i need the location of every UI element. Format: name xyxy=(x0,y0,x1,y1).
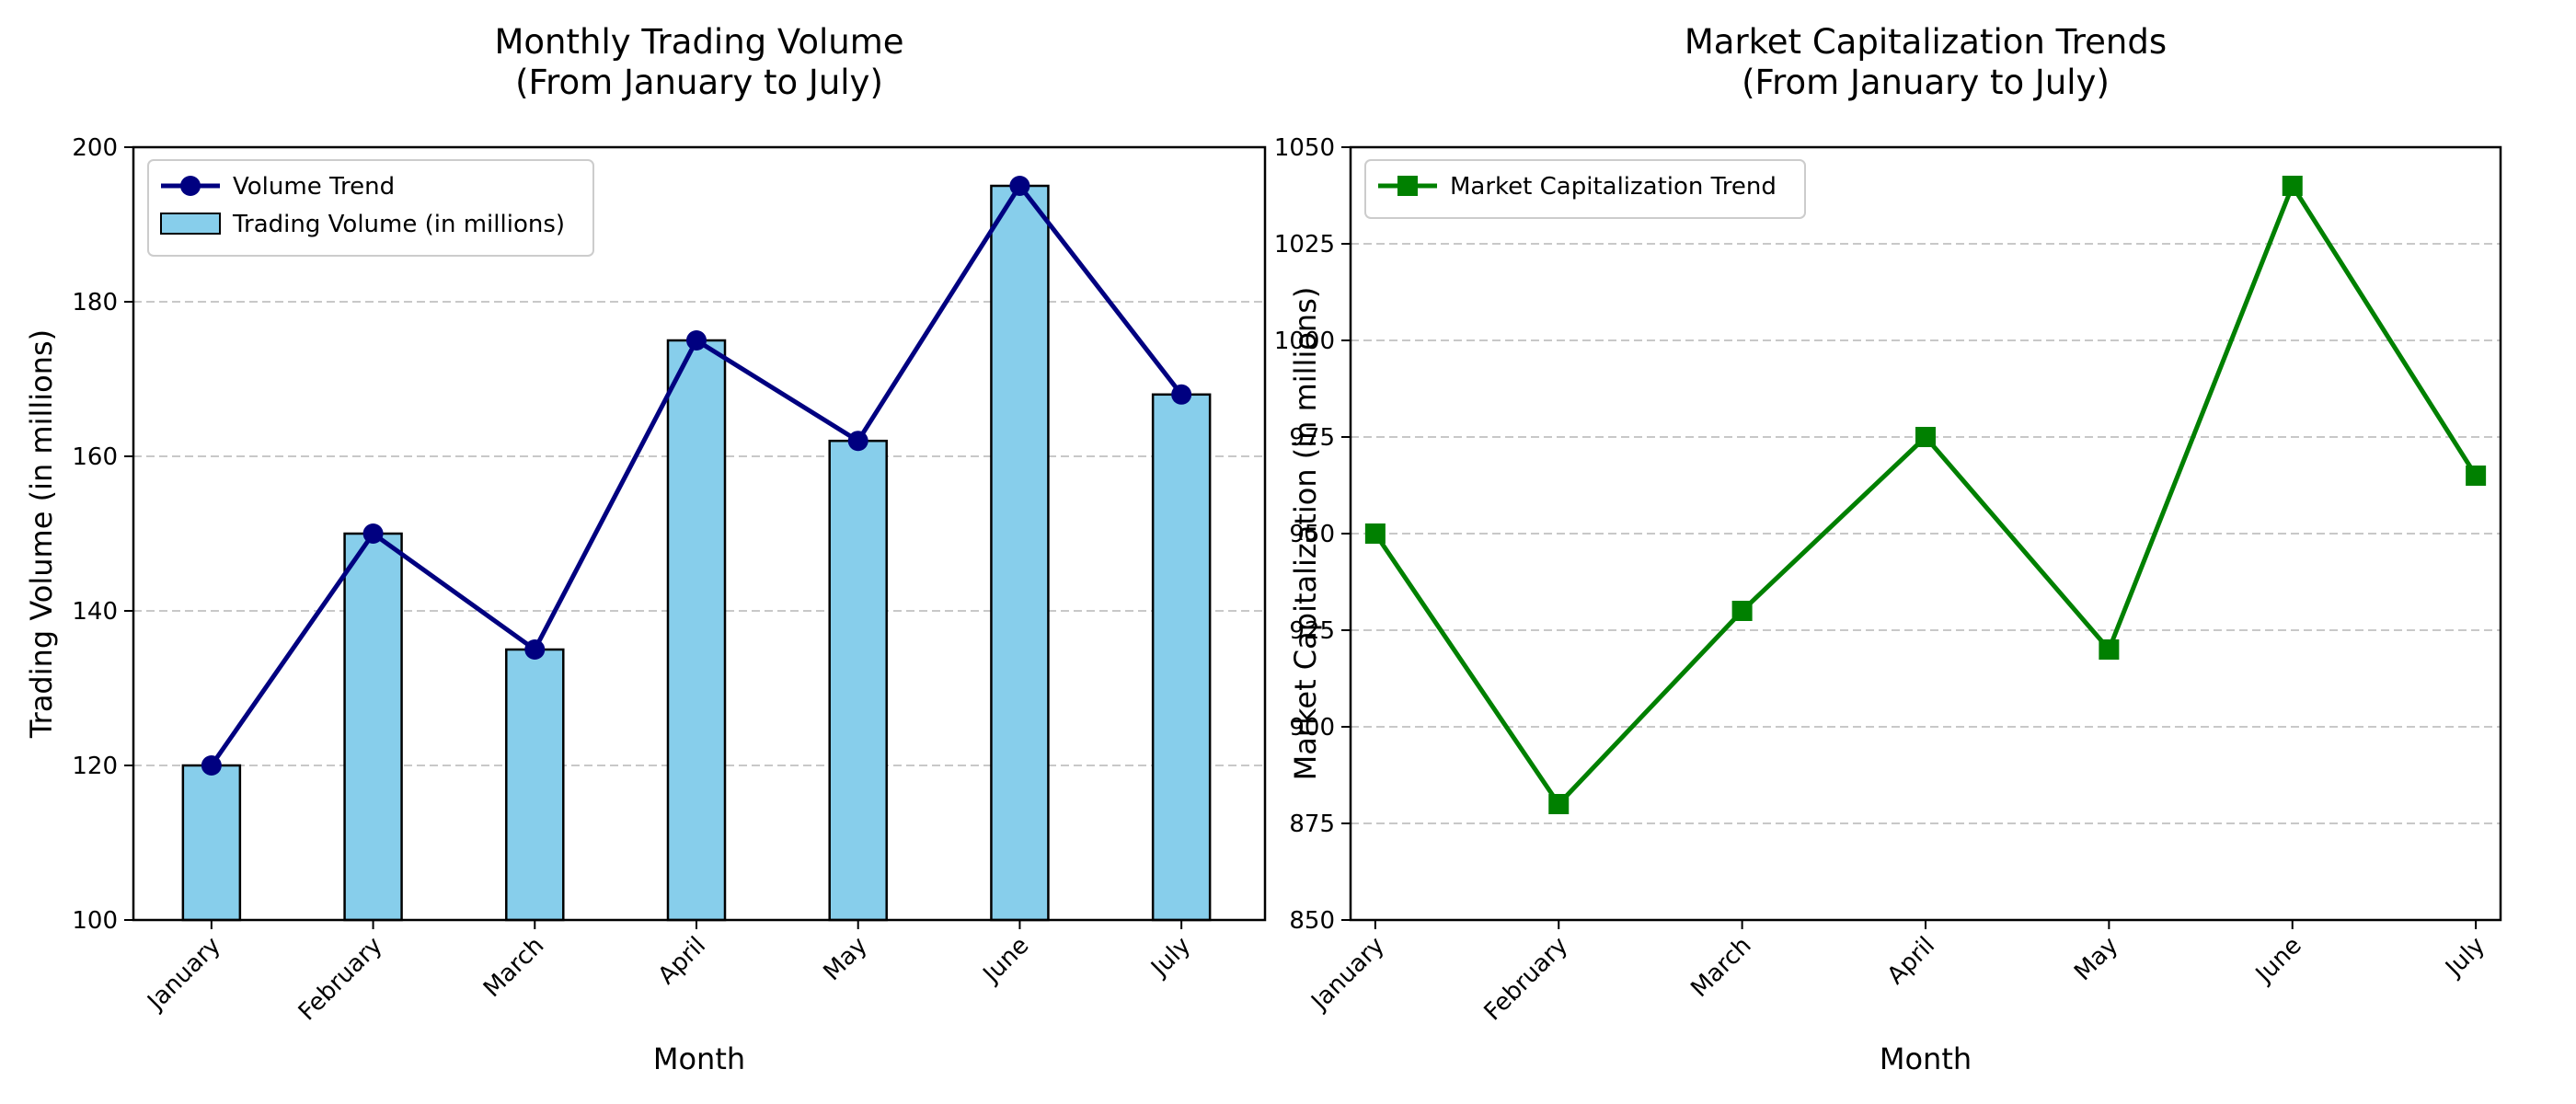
chart-title-line-2: (From January to July) xyxy=(1742,63,2110,102)
chart-title-line-1: Market Capitalization Trends xyxy=(1685,22,2167,62)
data-point-june xyxy=(1009,176,1030,196)
legend-box xyxy=(1364,159,1806,219)
legend: Volume Trend Trading Volume (in millions) xyxy=(147,159,594,257)
data-point-february xyxy=(362,523,384,544)
x-tick-label-april: April xyxy=(1882,932,1940,990)
chart-title-line-1: Monthly Trading Volume xyxy=(494,22,903,62)
x-tick-label-january: January xyxy=(1305,932,1390,1017)
y-axis-label: Trading Volume (in millions) xyxy=(24,329,59,739)
legend-box xyxy=(147,159,594,257)
y-tick-label: 850 xyxy=(1289,907,1335,935)
y-tick-label: 950 xyxy=(1289,521,1335,548)
legend-label: Market Capitalization Trend xyxy=(1450,173,1777,201)
data-point-march xyxy=(1731,601,1753,621)
x-tick-label-january: January xyxy=(142,932,226,1017)
x-tick-label-june: June xyxy=(977,932,1035,990)
y-tick-label: 100 xyxy=(72,907,118,935)
y-tick-label: 975 xyxy=(1289,424,1335,452)
y-tick-label: 875 xyxy=(1289,811,1335,838)
legend-label: Trading Volume (in millions) xyxy=(232,211,565,238)
legend-marker xyxy=(180,176,201,196)
chart-panel-1: Monthly Trading Volume(From January to J… xyxy=(24,22,1267,1076)
bar-march xyxy=(505,648,565,922)
x-tick-label-february: February xyxy=(1479,932,1574,1027)
y-tick-label: 180 xyxy=(72,289,118,316)
x-tick-label-june: June xyxy=(2249,932,2307,990)
data-point-march xyxy=(524,639,546,660)
legend-marker xyxy=(1397,176,1418,196)
legend: Market Capitalization Trend xyxy=(1364,159,1806,219)
legend-bar-swatch xyxy=(160,213,221,235)
x-tick-label-april: April xyxy=(653,932,711,990)
bar-july xyxy=(1151,393,1212,922)
plot-frame xyxy=(132,145,1267,922)
chart-panel-2: Market Capitalization Trends(From Januar… xyxy=(1274,22,2502,1076)
data-point-july xyxy=(1171,384,1192,405)
data-point-april xyxy=(1915,427,1936,447)
y-axis-label: Market Capitalization (in millions) xyxy=(1288,287,1323,781)
data-point-january xyxy=(1364,523,1386,544)
bar-january xyxy=(181,764,242,922)
x-tick-label-july: July xyxy=(2439,932,2490,983)
bar-may xyxy=(828,439,888,922)
y-tick-label: 900 xyxy=(1289,714,1335,742)
x-tick-label-july: July xyxy=(1144,932,1196,983)
x-tick-label-march: March xyxy=(1685,932,1756,1003)
y-tick-label: 1050 xyxy=(1274,134,1335,162)
data-point-april xyxy=(686,330,707,351)
y-tick-label: 1025 xyxy=(1274,231,1335,259)
x-axis-label: Month xyxy=(653,1041,745,1076)
y-tick-label: 140 xyxy=(72,598,118,626)
y-tick-label: 120 xyxy=(72,753,118,780)
bar-june xyxy=(990,184,1050,922)
data-point-may xyxy=(2099,639,2120,660)
data-point-june xyxy=(2282,176,2303,196)
data-point-january xyxy=(201,755,222,776)
series-line-0 xyxy=(1373,183,2478,807)
data-point-may xyxy=(847,431,868,452)
y-tick-label: 925 xyxy=(1289,617,1335,645)
chart-title-line-2: (From January to July) xyxy=(515,63,883,102)
data-point-february xyxy=(1548,794,1570,814)
bar-february xyxy=(343,532,403,922)
x-axis-label: Month xyxy=(1880,1041,1972,1076)
y-tick-label: 160 xyxy=(72,443,118,471)
x-tick-label-may: May xyxy=(2069,932,2123,986)
x-tick-label-february: February xyxy=(293,932,388,1027)
x-tick-label-march: March xyxy=(478,932,549,1003)
y-tick-label: 200 xyxy=(72,134,118,162)
y-tick-label: 1000 xyxy=(1274,328,1335,355)
data-point-july xyxy=(2466,466,2487,486)
legend-label: Volume Trend xyxy=(233,173,395,201)
x-tick-label-may: May xyxy=(819,932,873,986)
bar-april xyxy=(666,339,727,922)
